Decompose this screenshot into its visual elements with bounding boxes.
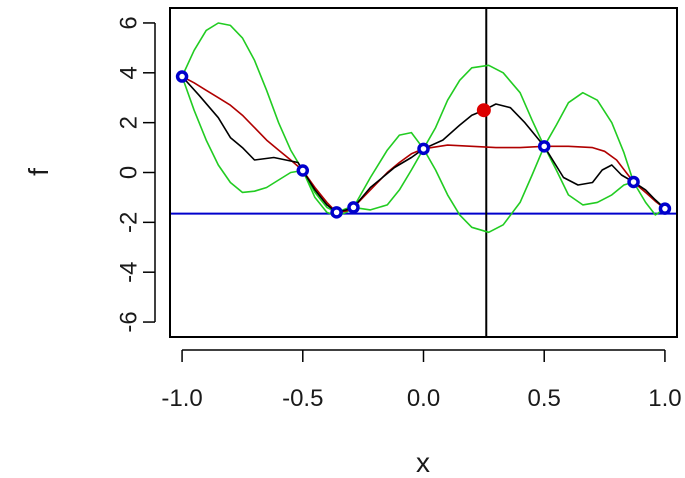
y-tick-label: 0 (115, 166, 142, 179)
y-axis: -6 -4 -2 0 2 4 6 (115, 16, 156, 333)
y-tick-label: 2 (115, 116, 142, 129)
lower-band-line (181, 76, 666, 234)
observed-point (627, 175, 640, 189)
x-tick-label: 0.0 (407, 385, 440, 412)
plot-frame (169, 7, 678, 338)
x-tick-label: 1.0 (648, 385, 681, 412)
y-axis-title: f (23, 168, 54, 176)
y-tick-label: 4 (115, 66, 142, 79)
observed-point (417, 142, 430, 156)
y-tick-label: -2 (115, 212, 142, 233)
x-tick-label: 0.5 (528, 385, 561, 412)
x-axis: -1.0 -0.5 0.0 0.5 1.0 (161, 349, 682, 412)
observed-point (658, 202, 672, 215)
x-axis-title: x (416, 447, 430, 478)
x-tick-label: -1.0 (161, 385, 202, 412)
observed-point (347, 201, 360, 214)
mean-line (181, 75, 666, 214)
points-layer (175, 70, 672, 219)
observed-point (537, 140, 551, 153)
x-tick-label: -0.5 (282, 385, 323, 412)
upper-band-line (181, 22, 666, 214)
y-tick-label: 6 (115, 16, 142, 29)
observed-point (175, 70, 189, 83)
next-point (476, 103, 491, 118)
series-layer (170, 8, 677, 337)
y-tick-label: -6 (115, 311, 142, 332)
y-tick-label: -4 (115, 262, 142, 283)
observed-point (296, 164, 310, 177)
observed-point (330, 206, 343, 219)
